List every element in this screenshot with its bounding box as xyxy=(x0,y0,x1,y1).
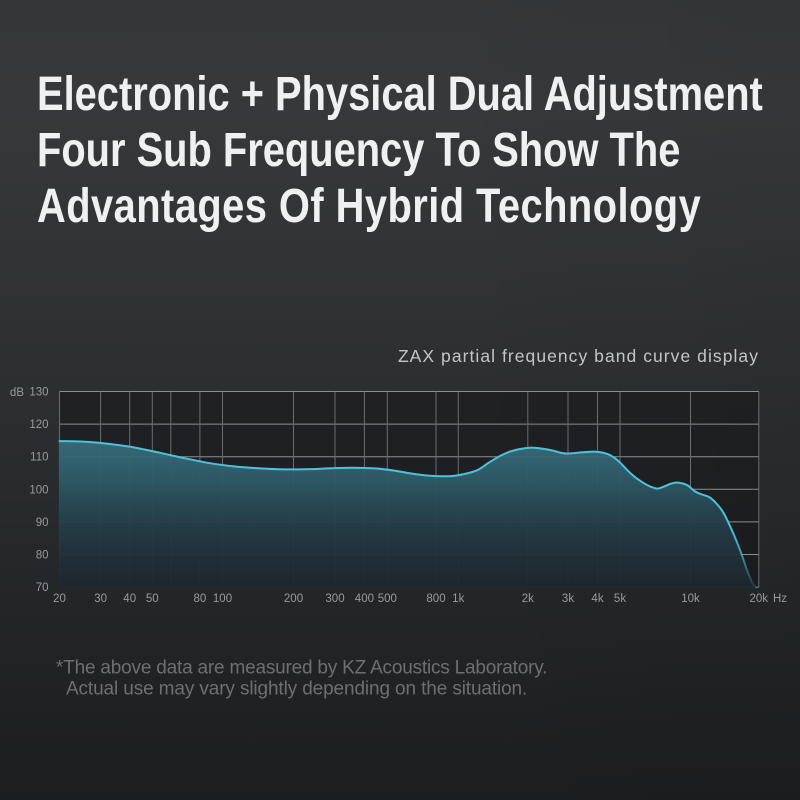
svg-text:80: 80 xyxy=(194,593,207,605)
svg-text:40: 40 xyxy=(123,593,136,605)
svg-text:120: 120 xyxy=(29,419,48,431)
svg-text:200: 200 xyxy=(284,593,303,605)
svg-text:10k: 10k xyxy=(681,593,700,605)
svg-text:2k: 2k xyxy=(522,593,534,605)
svg-text:90: 90 xyxy=(36,517,49,529)
svg-text:30: 30 xyxy=(94,593,107,605)
svg-text:300: 300 xyxy=(325,593,344,605)
svg-text:20: 20 xyxy=(53,593,66,605)
svg-text:800: 800 xyxy=(426,593,445,605)
svg-text:Hz: Hz xyxy=(773,593,787,605)
svg-text:130: 130 xyxy=(29,387,48,399)
svg-text:70: 70 xyxy=(36,582,49,594)
svg-text:100: 100 xyxy=(213,593,232,605)
svg-text:110: 110 xyxy=(30,452,48,464)
svg-text:Actual use may vary slightly d: Actual use may vary slightly depending o… xyxy=(66,679,527,700)
svg-text:ZAX partial frequency band cur: ZAX partial frequency band curve display xyxy=(398,346,759,366)
svg-text:500: 500 xyxy=(378,593,397,605)
svg-text:*The above data are measured b: *The above data are measured by KZ Acous… xyxy=(56,658,547,679)
svg-text:20k: 20k xyxy=(750,593,769,605)
svg-text:3k: 3k xyxy=(562,593,574,605)
svg-text:50: 50 xyxy=(146,593,159,605)
svg-text:1k: 1k xyxy=(452,593,464,605)
svg-text:80: 80 xyxy=(36,550,49,562)
svg-text:dB: dB xyxy=(10,387,24,399)
svg-text:4k: 4k xyxy=(591,593,603,605)
svg-text:5k: 5k xyxy=(614,593,626,605)
svg-text:400: 400 xyxy=(355,593,374,605)
svg-text:100: 100 xyxy=(29,484,48,496)
